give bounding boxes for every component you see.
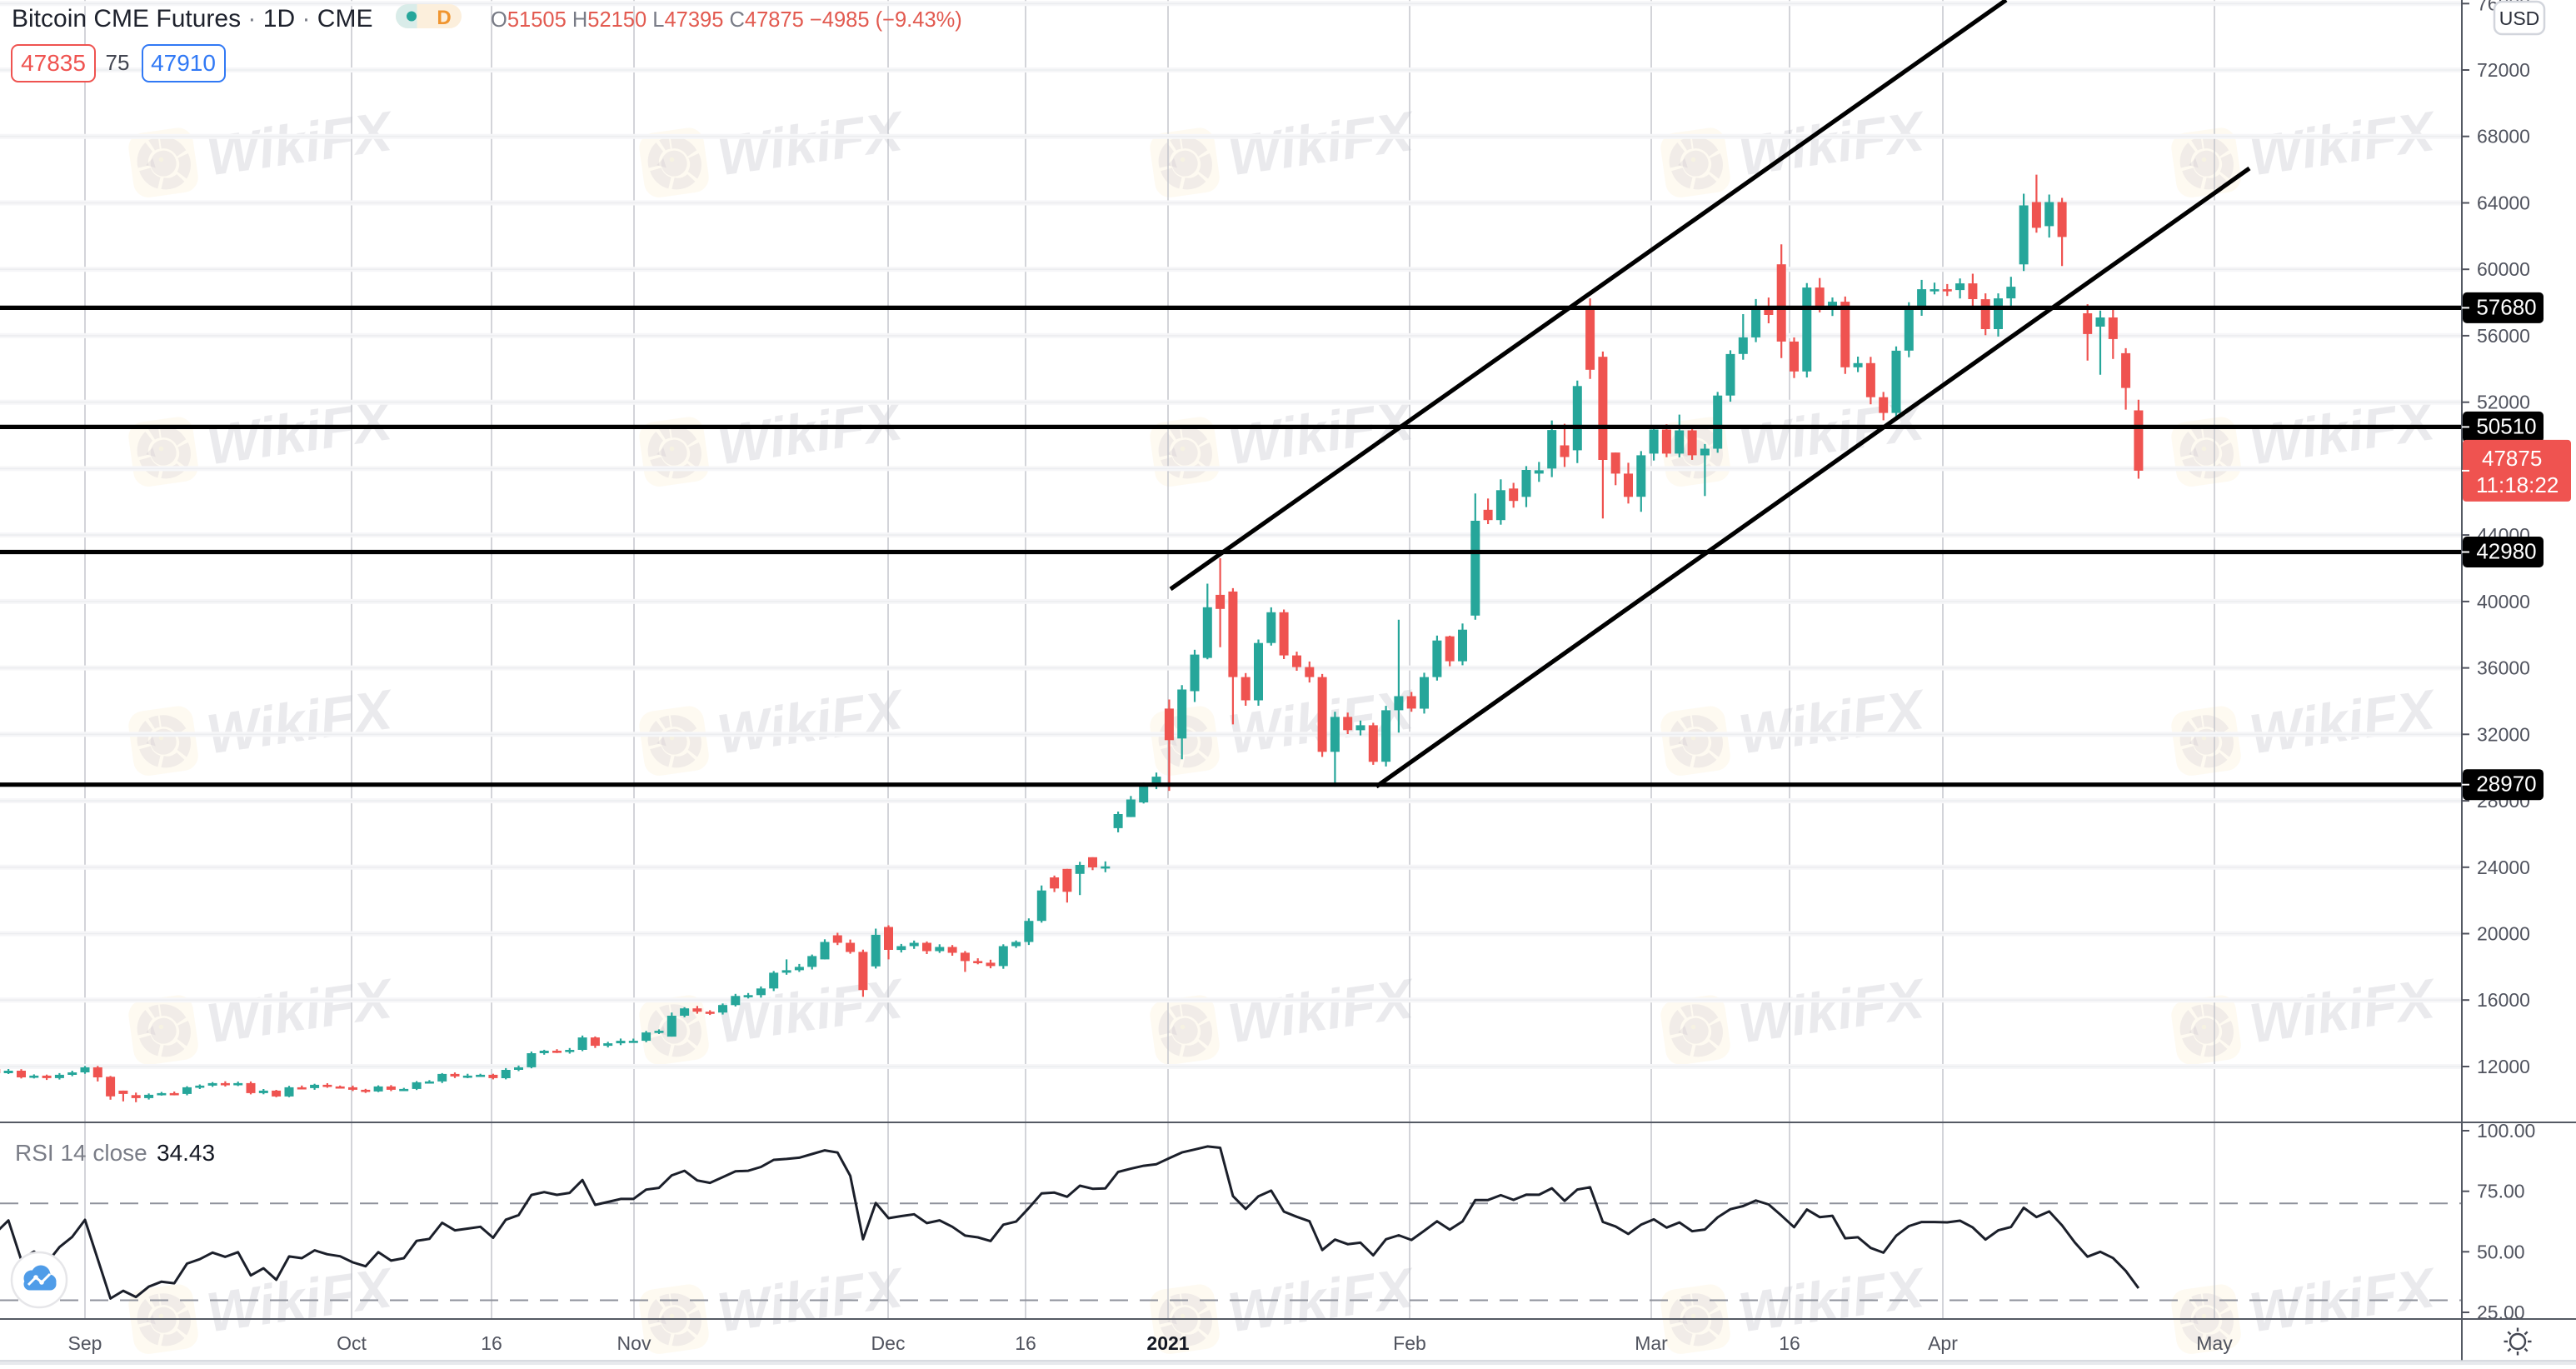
svg-text:47910: 47910 xyxy=(151,50,216,76)
svg-text:64000: 64000 xyxy=(2477,192,2530,214)
svg-text:100.00: 100.00 xyxy=(2477,1120,2535,1142)
svg-text:24000: 24000 xyxy=(2477,857,2530,878)
svg-text:11:18:22: 11:18:22 xyxy=(2476,472,2559,497)
svg-text:16: 16 xyxy=(481,1332,502,1354)
svg-text:47835: 47835 xyxy=(21,50,86,76)
svg-text:42980: 42980 xyxy=(2476,539,2536,564)
svg-text:47875: 47875 xyxy=(2482,446,2542,471)
svg-text:USD: USD xyxy=(2499,7,2540,29)
svg-text:60000: 60000 xyxy=(2477,258,2530,280)
svg-text:16: 16 xyxy=(1779,1332,1800,1354)
svg-text:Feb: Feb xyxy=(1393,1332,1426,1354)
svg-text:56000: 56000 xyxy=(2477,325,2530,347)
svg-text:Sep: Sep xyxy=(68,1332,102,1354)
svg-text:57680: 57680 xyxy=(2476,294,2536,319)
svg-text:Apr: Apr xyxy=(1928,1332,1958,1354)
svg-text:34.43: 34.43 xyxy=(157,1140,215,1166)
svg-text:40000: 40000 xyxy=(2477,591,2530,612)
svg-text:68000: 68000 xyxy=(2477,126,2530,147)
svg-text:16000: 16000 xyxy=(2477,989,2530,1011)
svg-text:75: 75 xyxy=(106,50,130,75)
svg-text:Bitcoin CME Futures · 1D · CME: Bitcoin CME Futures · 1D · CME xyxy=(12,5,372,32)
svg-text:Dec: Dec xyxy=(871,1332,906,1354)
svg-text:75.00: 75.00 xyxy=(2477,1181,2525,1202)
svg-text:72000: 72000 xyxy=(2477,59,2530,81)
svg-text:Nov: Nov xyxy=(617,1332,651,1354)
svg-text:52000: 52000 xyxy=(2477,392,2530,413)
svg-text:May: May xyxy=(2196,1332,2233,1354)
svg-text:50510: 50510 xyxy=(2476,413,2536,438)
svg-text:28970: 28970 xyxy=(2476,772,2536,797)
svg-text:Mar: Mar xyxy=(1635,1332,1668,1354)
svg-text:12000: 12000 xyxy=(2477,1056,2530,1077)
svg-text:16: 16 xyxy=(1015,1332,1036,1354)
svg-text:36000: 36000 xyxy=(2477,657,2530,679)
svg-text:Oct: Oct xyxy=(337,1332,367,1354)
svg-text:O51505 H52150 L47395 C47875 −4: O51505 H52150 L47395 C47875 −4985 (−9.43… xyxy=(491,8,962,32)
svg-text:2021: 2021 xyxy=(1146,1332,1189,1354)
svg-text:25.00: 25.00 xyxy=(2477,1302,2525,1323)
svg-text:RSI 14 close: RSI 14 close xyxy=(15,1140,147,1166)
svg-text:50.00: 50.00 xyxy=(2477,1241,2525,1262)
svg-text:20000: 20000 xyxy=(2477,923,2530,945)
svg-text:32000: 32000 xyxy=(2477,723,2530,745)
svg-text:D: D xyxy=(437,7,451,29)
